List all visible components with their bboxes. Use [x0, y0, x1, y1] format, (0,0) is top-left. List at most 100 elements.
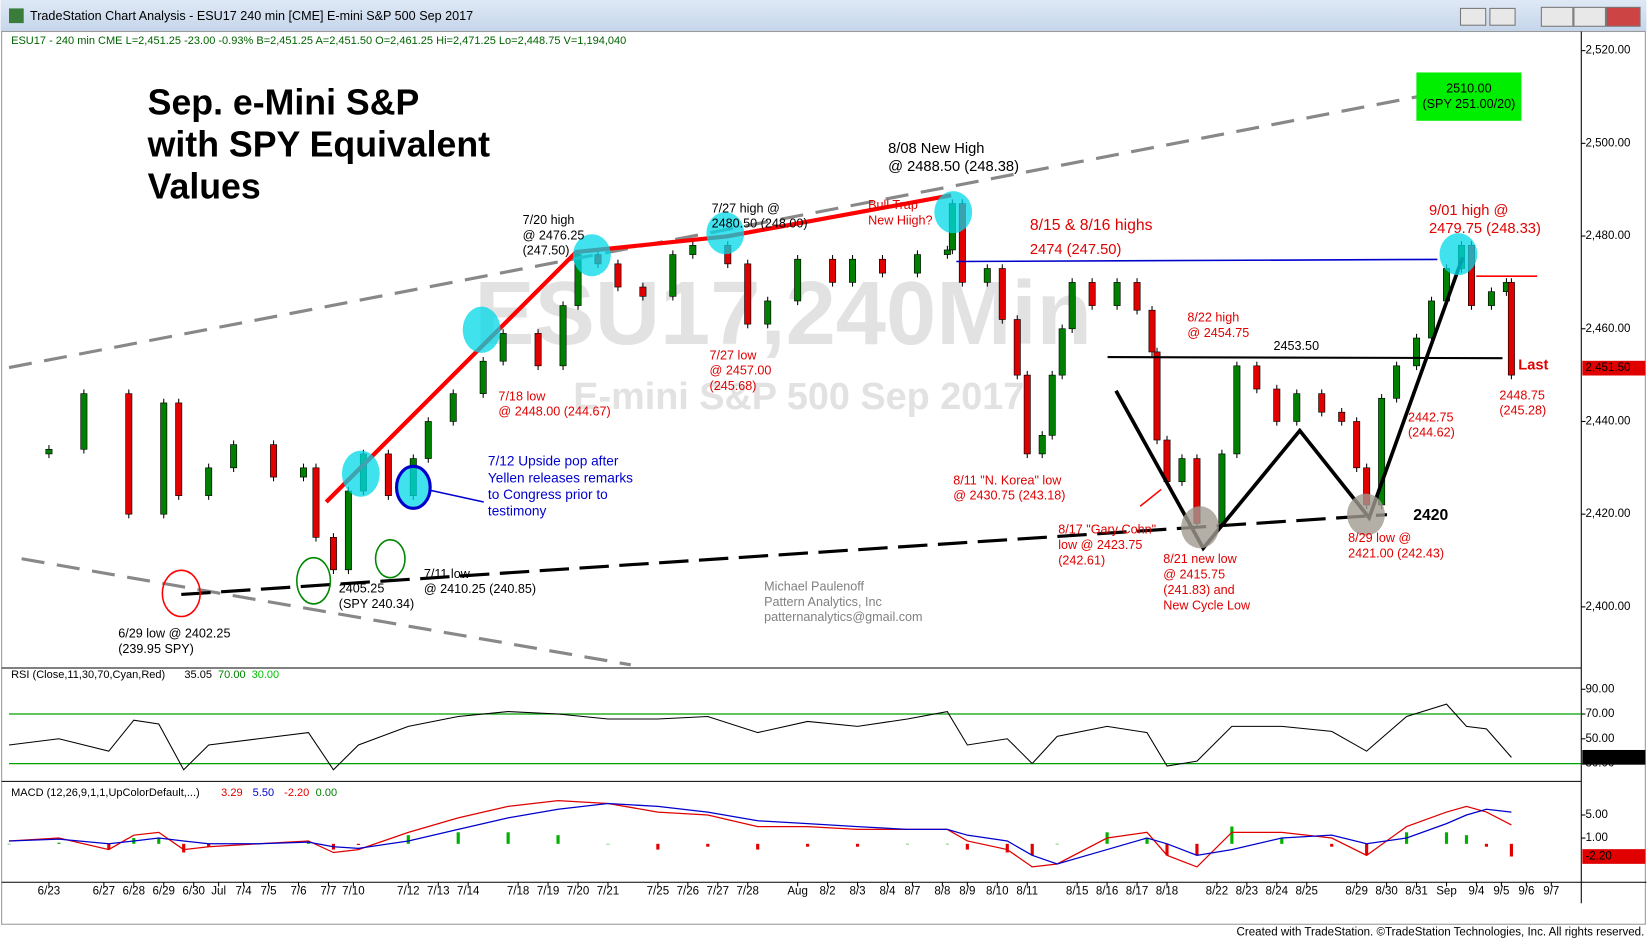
candle	[479, 360, 487, 394]
x-tick-label: 8/10	[986, 886, 1008, 898]
macd-line	[8, 799, 1512, 868]
annotation: with SPY Equivalent	[147, 125, 491, 165]
x-tick-label: 8/3	[850, 886, 866, 898]
annotation: Last	[1518, 357, 1548, 373]
x-tick-label: 8/17	[1126, 886, 1148, 898]
candle	[449, 393, 457, 422]
candle	[669, 254, 677, 297]
candle	[849, 258, 857, 283]
annotation: @ 2454.75	[1187, 326, 1249, 340]
annotation: (245.68)	[710, 379, 757, 393]
annotation: (SPY 251.00/20)	[1422, 97, 1515, 111]
x-tick-label: 8/11	[1016, 886, 1038, 898]
macd-last-tag	[1582, 849, 1646, 864]
macd-histogram-bar	[1030, 843, 1034, 856]
candle	[1153, 351, 1161, 441]
low-ring	[295, 556, 332, 605]
x-tick-label: 8/7	[904, 886, 920, 898]
macd-line	[8, 802, 1512, 865]
annotation: 7/11 low	[424, 567, 471, 581]
x-tick-label: 6/29	[152, 886, 174, 898]
candle	[1273, 388, 1281, 422]
candle	[1507, 282, 1515, 376]
annotation: 2453.50	[1274, 339, 1320, 353]
x-tick-label: 9/6	[1518, 886, 1534, 898]
candle	[1148, 309, 1156, 353]
candle	[829, 258, 837, 283]
macd-histogram-bar	[706, 843, 710, 847]
candle	[998, 268, 1006, 320]
x-tick-label: 7/18	[507, 886, 529, 898]
pointer	[431, 489, 484, 503]
x-tick-label: 8/23	[1236, 886, 1258, 898]
macd-header-value: 3.29	[221, 787, 242, 799]
candle	[1218, 453, 1226, 524]
annotation: @ 2430.75 (243.18)	[953, 489, 1065, 503]
title-bar	[0, 0, 1647, 32]
low-ring	[161, 569, 201, 618]
x-tick-label: 7/5	[261, 886, 277, 898]
maximize-button[interactable]	[1573, 6, 1606, 27]
y-tick-label: 2,420.00	[1585, 508, 1630, 520]
macd-header-value: 0.00	[316, 787, 337, 799]
macd-histogram-bar	[107, 843, 111, 850]
macd-tick-label: 1.00	[1585, 832, 1607, 844]
x-tick-label: 6/27	[93, 886, 115, 898]
macd-histogram-bar	[1509, 843, 1513, 857]
macd-histogram-bar	[57, 842, 61, 844]
x-tick-label: 7/21	[597, 886, 619, 898]
annotation: 7/18 low	[498, 389, 546, 403]
annotation: 2405.25	[339, 582, 385, 596]
lower-channel	[21, 557, 632, 667]
annotation: 7/12 Upside pop after	[488, 454, 619, 469]
annotation: (245.28)	[1499, 404, 1546, 418]
annotation: (239.95 SPY)	[118, 642, 194, 656]
highlight-circle	[706, 212, 745, 255]
grid-box	[1, 31, 1647, 904]
x-tick-label: 7/19	[537, 886, 559, 898]
macd-histogram-bar	[1444, 832, 1449, 844]
candle	[559, 305, 567, 367]
w-pattern	[1114, 256, 1465, 552]
x-tick-label: 7/7	[320, 886, 336, 898]
candle	[424, 421, 432, 459]
close-button[interactable]	[1605, 6, 1641, 27]
macd-last-label: -2.20	[1585, 851, 1611, 863]
annotation: Bull Trap	[868, 198, 918, 212]
minimize-button[interactable]	[1540, 6, 1574, 27]
candle	[943, 249, 951, 255]
annotation: 6/29 low @ 2402.25	[118, 627, 230, 641]
candle	[160, 402, 168, 515]
candle	[230, 444, 238, 469]
low-circle	[1181, 506, 1219, 549]
candle	[744, 263, 752, 325]
candle	[1133, 282, 1141, 311]
macd-histogram-bar	[7, 843, 11, 845]
menu-button[interactable]	[1459, 7, 1487, 26]
candle	[1058, 328, 1066, 376]
x-tick-label: 9/4	[1468, 886, 1485, 898]
macd-histogram-bar	[1165, 843, 1169, 856]
window-buttons[interactable]	[1459, 6, 1641, 27]
annotation: 8/29 low @	[1348, 531, 1411, 545]
candle	[344, 490, 352, 571]
macd-histogram-bar	[1464, 835, 1469, 844]
info-line: ESU17 - 240 min CME L=2,451.25 -23.00 -0…	[11, 35, 626, 47]
macd-header-value: -2.20	[284, 787, 309, 799]
close-tab-button[interactable]	[1489, 7, 1516, 26]
candle	[983, 268, 991, 283]
x-tick-label: 7/13	[427, 886, 449, 898]
y-tick-label: 2,400.00	[1585, 601, 1630, 613]
x-tick-label: 7/26	[677, 886, 699, 898]
macd-histogram-bar	[207, 843, 211, 847]
rsi-line	[8, 703, 1512, 771]
candle	[1233, 365, 1241, 455]
candle	[1013, 319, 1021, 376]
candle	[1038, 435, 1046, 455]
rsi-tick-label: 70.00	[1585, 708, 1614, 720]
annotation: 8/11 "N. Korea" low	[953, 473, 1062, 487]
macd-histogram-bar	[406, 835, 410, 844]
annotation: (247.50)	[523, 244, 570, 258]
candle	[1413, 337, 1421, 367]
